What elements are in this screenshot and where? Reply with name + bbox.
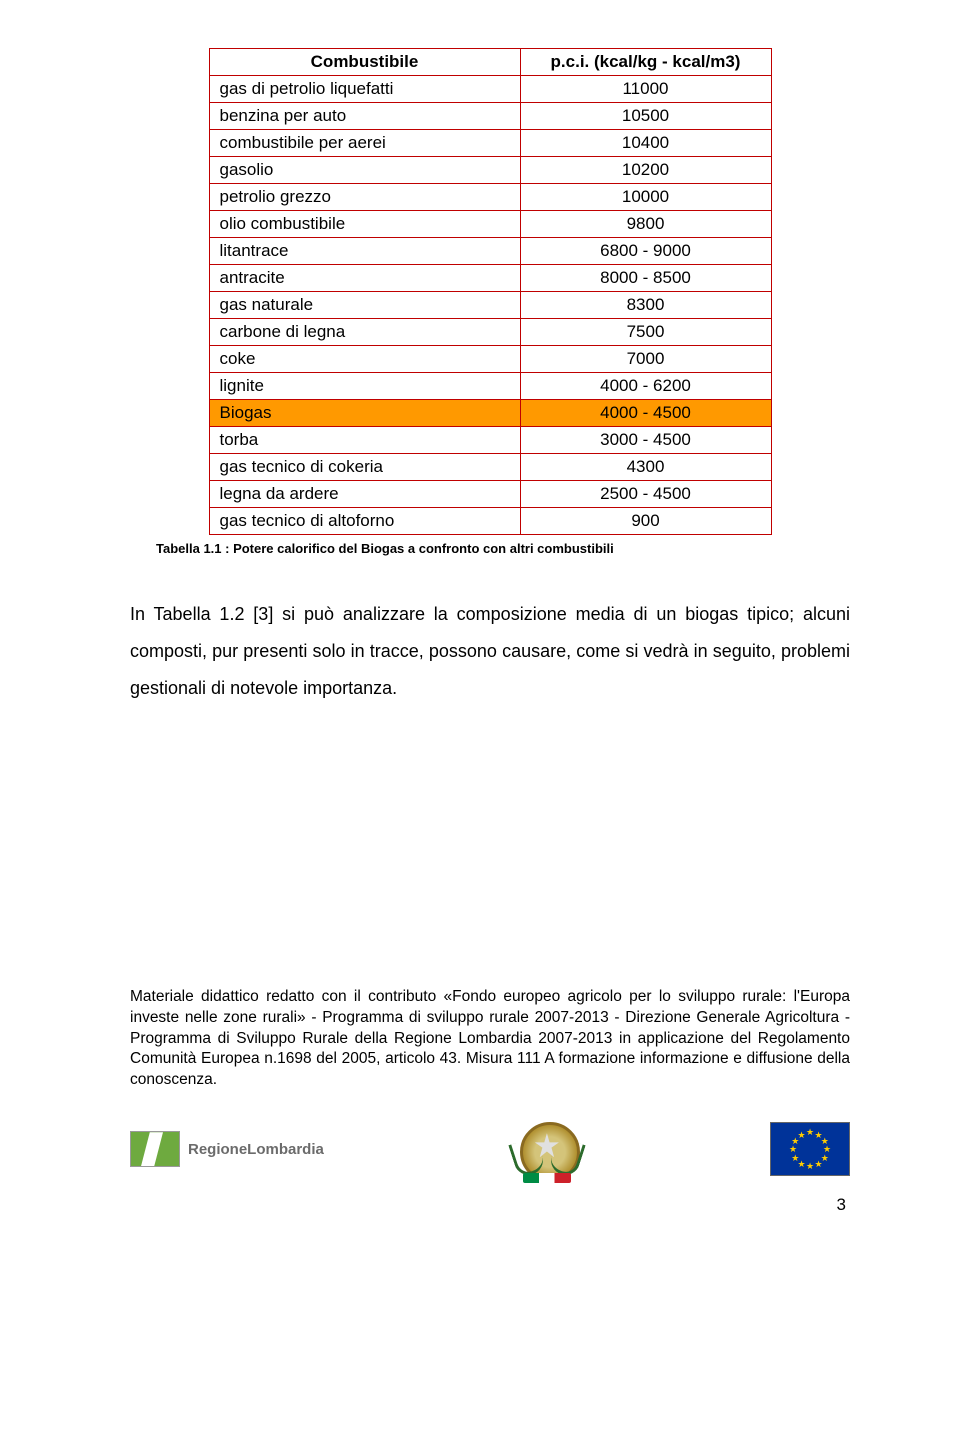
table-row: legna da ardere2500 - 4500 xyxy=(209,481,771,508)
row-value: 3000 - 4500 xyxy=(520,427,771,454)
row-label: litantrace xyxy=(209,238,520,265)
table-row: litantrace6800 - 9000 xyxy=(209,238,771,265)
table-header-row: Combustibile p.c.i. (kcal/kg - kcal/m3) xyxy=(209,49,771,76)
row-label: carbone di legna xyxy=(209,319,520,346)
row-label: gas tecnico di altoforno xyxy=(209,508,520,535)
footnote-text: Materiale didattico redatto con il contr… xyxy=(130,987,850,1092)
row-value: 8300 xyxy=(520,292,771,319)
table-row: coke7000 xyxy=(209,346,771,373)
table-row: torba3000 - 4500 xyxy=(209,427,771,454)
row-value: 4000 - 6200 xyxy=(520,373,771,400)
row-label: combustibile per aerei xyxy=(209,130,520,157)
table-row: gas tecnico di cokeria4300 xyxy=(209,454,771,481)
table-row: combustibile per aerei10400 xyxy=(209,130,771,157)
table-caption: Tabella 1.1 : Potere calorifico del Biog… xyxy=(156,541,850,556)
row-value: 10000 xyxy=(520,184,771,211)
eu-star-icon: ★ xyxy=(814,1159,822,1170)
table-row: antracite8000 - 8500 xyxy=(209,265,771,292)
row-label: gas tecnico di cokeria xyxy=(209,454,520,481)
row-label: antracite xyxy=(209,265,520,292)
page: Combustibile p.c.i. (kcal/kg - kcal/m3) … xyxy=(0,0,960,1245)
row-value: 6800 - 9000 xyxy=(520,238,771,265)
row-label: benzina per auto xyxy=(209,103,520,130)
eu-star-icon: ★ xyxy=(806,1127,814,1138)
row-value: 7500 xyxy=(520,319,771,346)
body-paragraph: In Tabella 1.2 [3] si può analizzare la … xyxy=(130,596,850,707)
table-row: gas naturale8300 xyxy=(209,292,771,319)
lombardia-logo-text: RegioneLombardia xyxy=(188,1141,324,1158)
row-value: 900 xyxy=(520,508,771,535)
page-number: 3 xyxy=(130,1195,850,1215)
header-combustibile: Combustibile xyxy=(209,49,520,76)
table-row: olio combustibile9800 xyxy=(209,211,771,238)
table-row: gas tecnico di altoforno900 xyxy=(209,508,771,535)
eu-star-icon: ★ xyxy=(806,1161,814,1172)
row-value: 9800 xyxy=(520,211,771,238)
table-row: gas di petrolio liquefatti11000 xyxy=(209,76,771,103)
header-pci: p.c.i. (kcal/kg - kcal/m3) xyxy=(520,49,771,76)
row-value: 10200 xyxy=(520,157,771,184)
row-label: petrolio grezzo xyxy=(209,184,520,211)
row-value: 10400 xyxy=(520,130,771,157)
lombardia-flag-icon xyxy=(130,1131,180,1167)
row-value: 4300 xyxy=(520,454,771,481)
combustibile-table: Combustibile p.c.i. (kcal/kg - kcal/m3) … xyxy=(209,48,772,535)
table-row: lignite4000 - 6200 xyxy=(209,373,771,400)
italian-republic-emblem-icon xyxy=(517,1119,577,1179)
row-label: gas di petrolio liquefatti xyxy=(209,76,520,103)
eu-flag-icon: ★★★★★★★★★★★★ xyxy=(770,1122,850,1176)
row-value: 10500 xyxy=(520,103,771,130)
table-row: Biogas4000 - 4500 xyxy=(209,400,771,427)
eu-star-icon: ★ xyxy=(797,1130,805,1141)
table-row: petrolio grezzo10000 xyxy=(209,184,771,211)
row-label: legna da ardere xyxy=(209,481,520,508)
row-value: 4000 - 4500 xyxy=(520,400,771,427)
footer-logos: RegioneLombardia ★★★★★★★★★★★★ xyxy=(130,1111,850,1179)
table-row: benzina per auto10500 xyxy=(209,103,771,130)
regione-lombardia-logo: RegioneLombardia xyxy=(130,1131,324,1167)
table-row: carbone di legna7500 xyxy=(209,319,771,346)
row-label: olio combustibile xyxy=(209,211,520,238)
row-label: gasolio xyxy=(209,157,520,184)
row-value: 7000 xyxy=(520,346,771,373)
row-label: Biogas xyxy=(209,400,520,427)
row-value: 11000 xyxy=(520,76,771,103)
row-value: 2500 - 4500 xyxy=(520,481,771,508)
table-row: gasolio10200 xyxy=(209,157,771,184)
row-label: torba xyxy=(209,427,520,454)
row-label: gas naturale xyxy=(209,292,520,319)
row-value: 8000 - 8500 xyxy=(520,265,771,292)
row-label: coke xyxy=(209,346,520,373)
row-label: lignite xyxy=(209,373,520,400)
